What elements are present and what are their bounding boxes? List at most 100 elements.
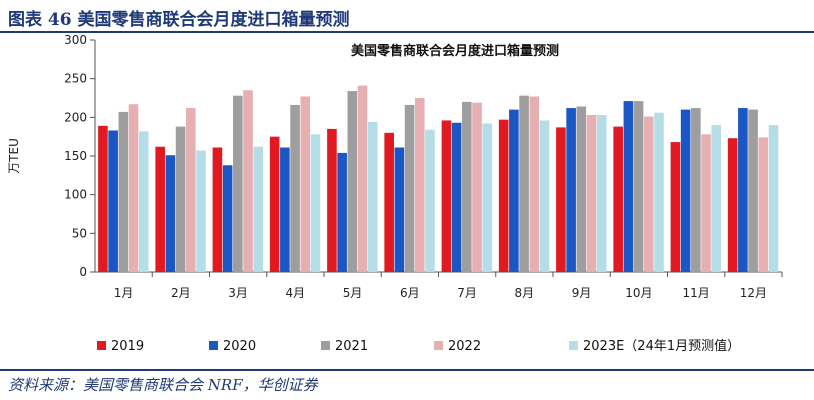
bar-2019-3 — [212, 147, 223, 272]
x-tick-label: 11月 — [682, 286, 709, 300]
x-tick-label: 2月 — [171, 286, 191, 300]
bar-2023E241-1 — [138, 131, 149, 272]
x-tick-labels: 1月 2月 3月 4月 5月 6月 7月 8月 9月 10月 11月 12月 — [114, 286, 767, 300]
bar-2021-6 — [404, 104, 415, 273]
bar-2023E241-9 — [596, 115, 607, 272]
bar-2022-9 — [586, 115, 597, 272]
bar-2021-9 — [576, 106, 587, 272]
legend-swatch — [569, 341, 578, 350]
bar-2021-3 — [233, 95, 243, 273]
bar-2022-7 — [472, 102, 482, 272]
legend-swatch — [209, 341, 218, 350]
legend-label: 2021 — [335, 339, 368, 354]
bar-2022-8 — [529, 96, 540, 272]
x-tick-label: 1月 — [114, 286, 134, 300]
bar-2020-5 — [337, 152, 347, 272]
bar-2021-5 — [347, 91, 358, 272]
chart-legend: 2019 2020 2021 2022 2023E（24年1月预测值） — [97, 338, 740, 354]
legend-item: 2022 — [434, 339, 481, 354]
chart-title: 美国零售商联合会月度进口箱量预测 — [351, 43, 559, 59]
bar-2021-11 — [691, 108, 701, 272]
legend-item: 2023E（24年1月预测值） — [569, 338, 740, 354]
legend-label: 2020 — [223, 339, 256, 354]
bar-2023E241-5 — [367, 121, 378, 273]
bar-2019-9 — [556, 127, 566, 273]
bar-2023E241-12 — [768, 125, 779, 272]
figure-title: 图表 46 美国零售商联合会月度进口箱量预测 — [8, 10, 350, 30]
bar-2023E241-3 — [253, 146, 264, 272]
bar-2022-3 — [243, 90, 253, 272]
x-tick-label: 5月 — [343, 286, 363, 300]
chart-bars — [98, 85, 779, 273]
x-tick-label: 9月 — [572, 286, 592, 300]
bar-2019-7 — [441, 120, 452, 272]
figure-header: 图表 46 美国零售商联合会月度进口箱量预测 — [0, 0, 814, 32]
bar-2022-5 — [357, 85, 368, 272]
legend-label: 2022 — [448, 339, 481, 354]
x-tick-label: 7月 — [457, 286, 477, 300]
y-tick-label: 150 — [64, 149, 87, 163]
bar-2022-2 — [185, 108, 196, 272]
legend-label: 2019 — [111, 339, 144, 354]
bar-2021-12 — [748, 109, 758, 272]
x-tick-label: 8月 — [515, 286, 535, 300]
bar-2021-7 — [462, 101, 472, 272]
y-tick-labels: 0 50 100 150 200 250 300 — [64, 33, 87, 279]
x-tick-label: 10月 — [625, 286, 652, 300]
footer-rule — [0, 369, 814, 371]
bar-2022-1 — [128, 104, 139, 272]
bar-2020-1 — [108, 130, 118, 272]
y-axis-label: 万TEU — [7, 138, 21, 174]
x-tick-label: 12月 — [740, 286, 767, 300]
legend-item: 2020 — [209, 339, 256, 354]
legend-swatch — [434, 341, 443, 350]
bar-2023E241-8 — [539, 120, 550, 272]
bar-2022-12 — [758, 137, 769, 272]
bar-2020-9 — [566, 108, 576, 272]
bar-2022-10 — [643, 116, 654, 272]
bar-2020-10 — [623, 101, 634, 273]
y-tick-label: 300 — [64, 33, 87, 47]
header-rule — [0, 31, 814, 33]
bar-2022-6 — [414, 98, 425, 272]
bar-2021-8 — [519, 95, 529, 273]
legend-swatch — [97, 341, 106, 350]
bar-2019-10 — [613, 126, 623, 272]
bar-2019-8 — [498, 119, 509, 272]
bar-2021-2 — [175, 126, 186, 272]
x-tick-label: 6月 — [400, 286, 420, 300]
bar-2023E241-6 — [425, 129, 435, 272]
legend-label: 2023E（24年1月预测值） — [583, 338, 740, 354]
legend-swatch — [321, 341, 330, 350]
bar-2020-4 — [280, 147, 290, 272]
y-tick-label: 100 — [64, 188, 87, 202]
bar-2020-11 — [680, 109, 691, 272]
y-tick-label: 200 — [64, 110, 87, 124]
source-note: 资料来源：美国零售商联合会 NRF，华创证券 — [8, 376, 318, 394]
bar-2021-1 — [118, 111, 129, 272]
bar-2020-2 — [165, 155, 176, 272]
bar-2021-4 — [290, 104, 300, 273]
bar-2023E241-10 — [654, 112, 664, 273]
legend-item: 2021 — [321, 339, 368, 354]
y-tick-label: 50 — [72, 226, 87, 240]
bar-2019-5 — [327, 128, 337, 272]
y-tick-label: 250 — [64, 72, 87, 86]
bar-2022-11 — [701, 134, 711, 272]
bar-2019-6 — [384, 132, 394, 272]
bar-2019-11 — [670, 142, 681, 272]
x-tick-label: 3月 — [228, 286, 248, 300]
bar-2019-4 — [269, 136, 280, 272]
x-tick-label: 4月 — [286, 286, 306, 300]
bar-2020-8 — [509, 109, 519, 272]
bar-2020-12 — [738, 108, 748, 272]
bar-2019-1 — [98, 125, 108, 272]
bar-2022-4 — [300, 96, 311, 272]
bar-chart: 1月 2月 3月 4月 5月 6月 7月 8月 9月 10月 11月 12月 0 50 100 150 200… — [7, 33, 783, 354]
bar-2019-2 — [155, 146, 165, 272]
bar-2023E241-2 — [196, 150, 206, 272]
bar-2023E241-4 — [310, 134, 321, 272]
legend-item: 2019 — [97, 339, 144, 354]
bar-2020-6 — [394, 147, 405, 272]
chart-axes — [90, 39, 783, 277]
